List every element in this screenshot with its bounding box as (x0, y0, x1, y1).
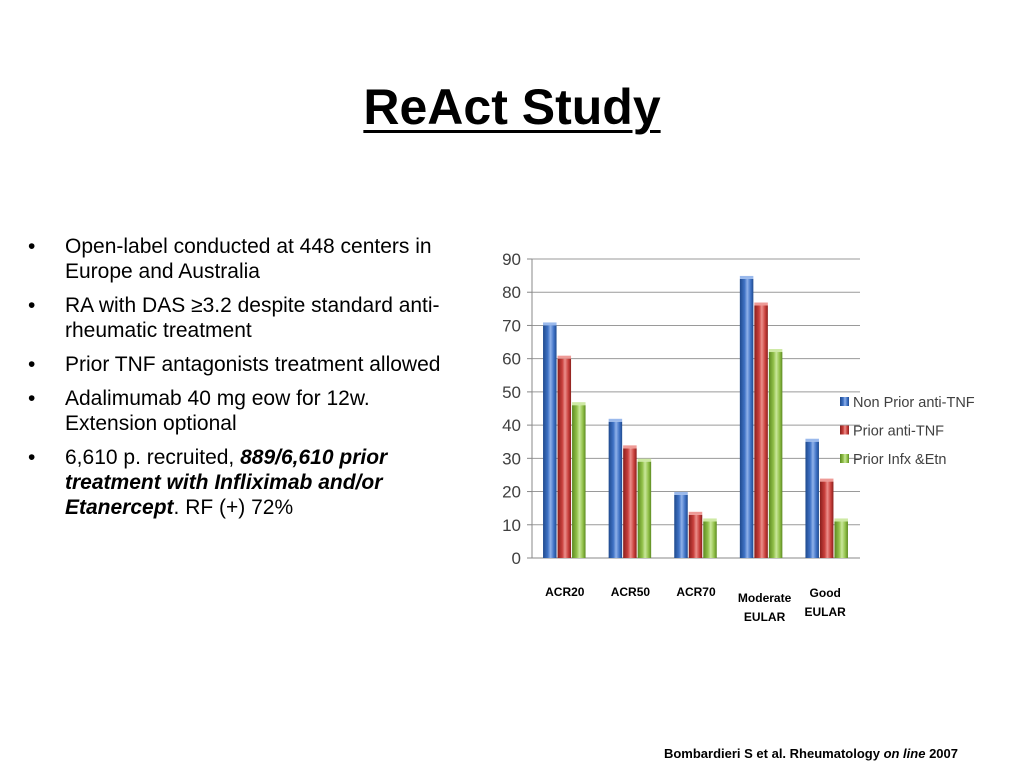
bar-top (608, 418, 623, 422)
bar-top (674, 491, 688, 495)
slide-title: ReAct Study (363, 79, 661, 135)
bar-top (819, 478, 834, 482)
legend-swatch (840, 397, 849, 406)
bar-top (805, 438, 819, 442)
bullet-item: • Adalimumab 40 mg eow for 12w. Extensio… (28, 386, 458, 436)
y-tick-label: 80 (502, 283, 521, 302)
bar (543, 325, 557, 558)
bar-top (834, 518, 848, 522)
x-tick-label: Good (810, 586, 841, 600)
y-tick-label: 20 (502, 483, 521, 502)
bar (637, 461, 652, 558)
bar (819, 481, 834, 558)
legend-swatch (840, 454, 849, 463)
x-tick-label: EULAR (744, 610, 786, 624)
bullet-text-prefix: 6,610 p. recruited, (65, 446, 241, 469)
legend-label: Prior Infx &Etn (853, 452, 946, 468)
bar-top (688, 511, 703, 515)
bar (608, 421, 623, 558)
bar-top (703, 518, 717, 522)
x-tick-label: ACR50 (611, 585, 651, 599)
bullet-text: RA with DAS ≥3.2 despite standard anti-r… (65, 294, 440, 342)
y-tick-label: 90 (502, 250, 521, 269)
y-tick-label: 10 (502, 516, 521, 535)
y-tick-label: 0 (512, 549, 521, 568)
bullet-icon: • (28, 446, 36, 469)
citation-footer: Bombardieri S et al. Rheumatology on lin… (664, 746, 958, 761)
bar (834, 521, 848, 558)
bullet-text: Adalimumab 40 mg eow for 12w. Extension … (65, 387, 370, 435)
bullet-icon: • (28, 235, 36, 258)
bar-top (572, 402, 586, 406)
bullet-text-emphasis: 889/6,610 prior treatment with Inflixima… (65, 446, 388, 519)
bar (572, 405, 586, 558)
y-tick-label: 50 (502, 383, 521, 402)
bullet-list: • Open-label conducted at 448 centers in… (28, 234, 458, 529)
bar (805, 441, 819, 558)
bar-top (623, 445, 637, 449)
bar-chart: 0 10 20 30 40 50 60 70 80 90 ACR20 ACR50 ACR70 Modera… (470, 240, 1000, 640)
bullet-item: • 6,610 p. recruited, 889/6,610 prior tr… (28, 445, 458, 520)
bar-top (557, 355, 572, 359)
x-tick-label: Moderate (738, 591, 792, 605)
bullet-item: • Open-label conducted at 448 centers in… (28, 234, 458, 284)
y-tick-label: 30 (502, 449, 521, 468)
bar-top (739, 275, 754, 279)
bullet-item: • RA with DAS ≥3.2 despite standard anti… (28, 293, 458, 343)
y-tick-label: 60 (502, 350, 521, 369)
citation-text: Bombardieri S et al. Rheumatology (663, 746, 884, 761)
y-tick-label: 70 (502, 316, 521, 335)
bar (703, 521, 717, 558)
bar-top (637, 458, 652, 462)
legend-label: Non Prior anti-TNF (853, 395, 975, 411)
bar (688, 514, 703, 558)
x-tick-label: ACR20 (545, 585, 585, 599)
citation-year: 2007 (925, 746, 958, 761)
bullet-text: Open-label conducted at 448 centers in E… (65, 235, 432, 283)
citation-italic: on line (883, 746, 926, 761)
bar (623, 448, 637, 558)
bar (768, 352, 783, 558)
x-tick-label: ACR70 (676, 585, 716, 599)
bar (674, 494, 688, 558)
bar-top (543, 322, 557, 326)
y-tick-label: 40 (502, 416, 521, 435)
bullet-text-suffix: . RF (+) 72% (173, 496, 294, 519)
bullet-icon: • (28, 294, 36, 317)
bar-top (754, 302, 768, 306)
legend-swatch (840, 425, 849, 435)
bullet-text: Prior TNF antagonists treatment allowed (65, 353, 441, 376)
x-tick-label: EULAR (805, 605, 847, 619)
bar-chart-svg: 0 10 20 30 40 50 60 70 80 90 ACR20 ACR50 ACR70 Modera… (502, 250, 975, 624)
legend-label: Prior anti-TNF (853, 424, 944, 440)
bar (739, 278, 754, 558)
bar (754, 305, 768, 558)
bar (557, 358, 572, 558)
bullet-item: • Prior TNF antagonists treatment allowe… (28, 352, 458, 377)
bullet-icon: • (28, 387, 36, 410)
bullet-icon: • (28, 353, 36, 376)
bar-top (768, 349, 783, 353)
